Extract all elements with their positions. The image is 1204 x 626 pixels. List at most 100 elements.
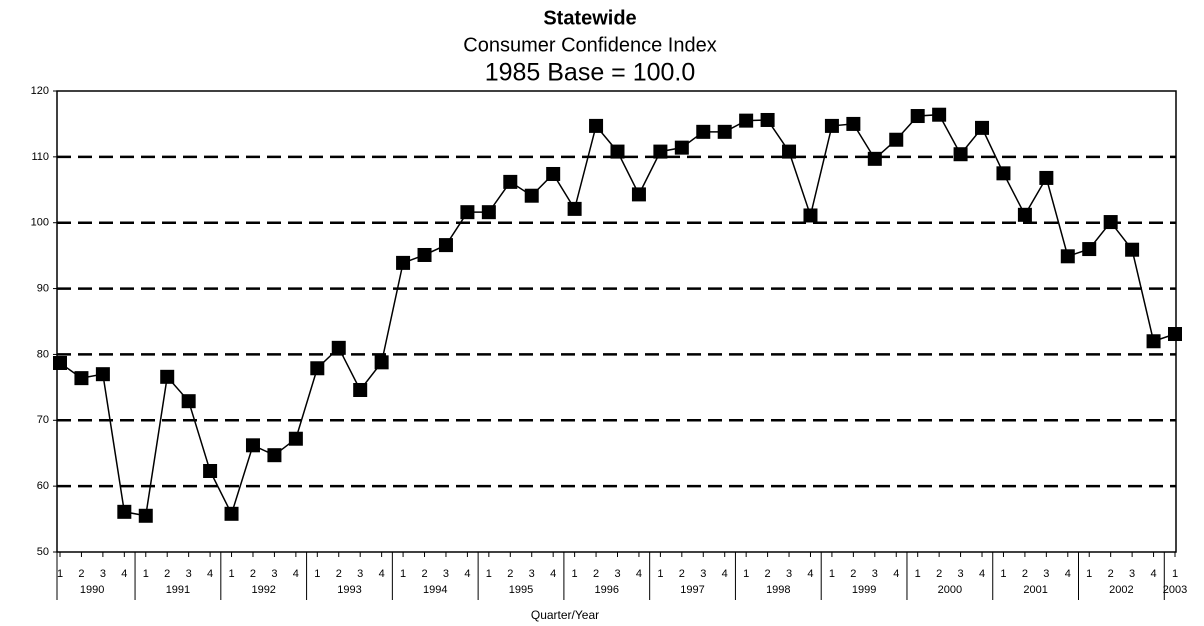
x-tick-label: 3 [529,568,535,580]
point-marker [310,361,325,376]
x-tick-label: 3 [1043,568,1049,580]
point-marker [932,107,947,122]
point-marker [1103,215,1118,230]
x-tick-label: 1 [657,568,663,580]
point-marker [203,463,218,478]
point-marker [1146,334,1161,349]
point-marker [353,382,368,397]
x-tick-label: 3 [357,568,363,580]
x-tick-label: 3 [443,568,449,580]
x-tick-label: 1 [572,568,578,580]
point-marker [567,201,582,216]
point-marker [589,118,604,133]
x-tick-label: 4 [722,568,728,580]
x-tick-label: 2 [164,568,170,580]
year-label: 1993 [337,584,361,596]
x-tick-label: 4 [636,568,642,580]
point-marker [546,166,561,181]
x-tick-label: 1 [1172,568,1178,580]
x-tick-label: 2 [250,568,256,580]
point-marker [653,144,668,159]
x-tick-label: 2 [593,568,599,580]
x-tick-label: 1 [1086,568,1092,580]
x-tick-label: 1 [1000,568,1006,580]
x-tick-label: 2 [78,568,84,580]
x-tick-label: 4 [379,568,385,580]
point-marker [782,144,797,159]
plot-frame [56,90,1177,553]
x-tick-label: 4 [979,568,985,580]
x-tick-label: 2 [507,568,513,580]
point-marker [417,247,432,262]
x-tick-label: 2 [936,568,942,580]
point-marker [396,255,411,270]
year-label: 1995 [509,584,533,596]
point-marker [975,120,990,135]
point-marker [460,205,475,220]
point-marker [74,371,89,386]
x-tick-label: 4 [1065,568,1071,580]
point-marker [138,508,153,523]
y-tick-label: 50 [37,546,49,558]
year-label: 2002 [1109,584,1133,596]
x-tick-label: 1 [228,568,234,580]
x-tick-label: 1 [143,568,149,580]
x-tick-label: 3 [700,568,706,580]
x-tick-label: 2 [679,568,685,580]
year-label: 2001 [1023,584,1047,596]
point-marker [374,355,389,370]
point-marker [739,113,754,128]
x-tick-label: 1 [57,568,63,580]
x-tick-label: 3 [1129,568,1135,580]
x-tick-label: 1 [743,568,749,580]
x-axis-label: Quarter/Year [531,608,599,622]
point-marker [181,394,196,409]
point-marker [160,369,175,384]
y-tick-label: 80 [37,348,49,360]
point-marker [524,188,539,203]
x-tick-label: 3 [786,568,792,580]
x-tick-label: 1 [915,568,921,580]
point-marker [846,116,861,131]
x-tick-label: 4 [207,568,213,580]
x-tick-label: 2 [765,568,771,580]
point-marker [117,504,132,519]
x-tick-label: 4 [1150,568,1156,580]
x-tick-label: 2 [1108,568,1114,580]
point-marker [481,205,496,220]
point-marker [803,208,818,223]
year-label: 1991 [166,584,190,596]
point-marker [610,144,625,159]
x-tick-label: 4 [550,568,556,580]
x-tick-label: 3 [958,568,964,580]
year-label: 1990 [80,584,104,596]
point-marker [53,355,67,370]
year-label: 1998 [766,584,790,596]
x-tick-label: 1 [829,568,835,580]
y-tick-label: 60 [37,480,49,492]
point-marker [1168,327,1182,342]
point-marker [224,506,239,521]
x-tick-label: 3 [186,568,192,580]
year-label: 1997 [680,584,704,596]
point-marker [1125,242,1140,257]
point-marker [996,166,1011,181]
x-tick-label: 3 [271,568,277,580]
point-marker [631,187,646,202]
point-marker [1039,170,1054,185]
x-tick-label: 3 [100,568,106,580]
y-tick-label: 120 [31,85,49,97]
point-marker [288,431,303,446]
point-marker [95,367,110,382]
point-marker [245,438,260,453]
point-marker [760,112,775,127]
chart-title: Statewide [543,7,636,29]
point-marker [953,147,968,162]
point-marker [1017,207,1032,222]
y-tick-label: 110 [31,151,49,163]
point-marker [1060,249,1075,264]
x-tick-label: 1 [486,568,492,580]
x-tick-label: 2 [1022,568,1028,580]
x-tick-label: 3 [872,568,878,580]
